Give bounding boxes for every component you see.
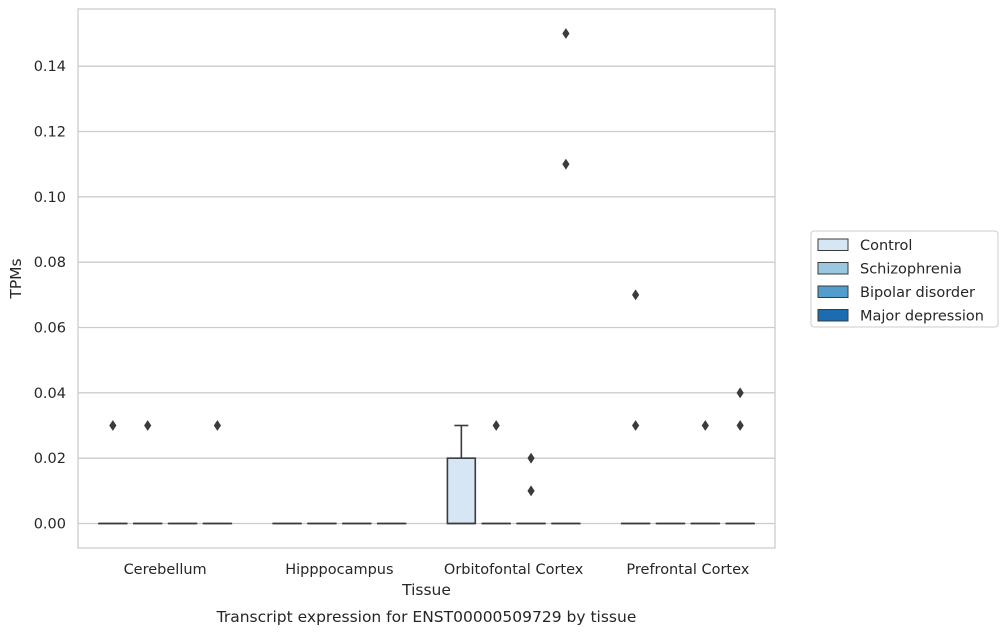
box-plot (132, 420, 163, 525)
y-tick-label: 0.02 (34, 451, 66, 467)
outlier-point (632, 420, 640, 431)
outlier-point (213, 420, 221, 431)
y-axis-title: TPMs (7, 258, 25, 299)
legend-label: Schizophrenia (860, 262, 962, 278)
box-plot (620, 289, 651, 525)
x-axis-ticks: Cerebellum Hipppocampus Orbitofontal Corte… (124, 562, 750, 578)
legend-label: Bipolar disorder (860, 285, 975, 301)
legend-label: Major depression (860, 309, 984, 325)
legend-swatch (817, 262, 849, 275)
x-axis-title: Tissue (401, 581, 451, 599)
series-bipolar-disorder (167, 420, 721, 525)
y-tick-label: 0.00 (34, 517, 66, 533)
y-axis-ticks: 0.00 0.02 0.04 0.06 0.08 0.10 0.12 0.14 (34, 59, 66, 532)
legend-label: Control (860, 238, 912, 254)
outlier-point (144, 420, 152, 431)
box-plot (446, 424, 477, 525)
plot-frame (77, 8, 776, 549)
legend: Control Schizophrenia Bipolar disorder Majo… (810, 230, 999, 328)
box-plot (516, 452, 546, 525)
legend-swatch (817, 238, 849, 251)
x-tick-label: Cerebellum (124, 562, 207, 578)
x-tick-label: Hipppocampus (285, 562, 393, 578)
series-schizophrenia (132, 420, 686, 525)
legend-swatch (817, 309, 849, 322)
outlier-point (562, 158, 570, 170)
box (446, 457, 477, 525)
y-tick-label: 0.08 (34, 255, 66, 271)
series-major-depression (202, 28, 755, 525)
box-plot (551, 28, 581, 525)
box-plot (98, 420, 128, 525)
outlier-point (736, 420, 744, 431)
y-tick-label: 0.06 (34, 321, 66, 337)
y-tick-label: 0.14 (34, 59, 66, 75)
x-tick-label: Prefrontal Cortex (626, 562, 749, 578)
legend-swatch (817, 285, 849, 298)
outlier-point (492, 420, 500, 431)
x-tick-label: Orbitofontal Cortex (444, 562, 584, 578)
legend-frame (810, 230, 999, 328)
chart-caption: Transcript expression for ENST0000050972… (216, 608, 637, 626)
y-tick-label: 0.04 (34, 386, 66, 402)
outlier-point (701, 420, 709, 431)
outlier-point (632, 289, 640, 301)
box-plot-series (98, 28, 755, 525)
grid-lines (78, 65, 775, 525)
outlier-point (527, 452, 535, 464)
box-plot (725, 387, 755, 525)
outlier-point (527, 485, 535, 497)
outlier-point (562, 28, 570, 39)
y-tick-label: 0.10 (34, 190, 66, 206)
series-control (98, 289, 651, 525)
box-plot (690, 420, 721, 525)
y-tick-label: 0.12 (34, 125, 66, 141)
outlier-point (109, 420, 117, 431)
box-plot (481, 420, 511, 525)
box-plot (202, 420, 233, 525)
outlier-point (736, 387, 744, 399)
